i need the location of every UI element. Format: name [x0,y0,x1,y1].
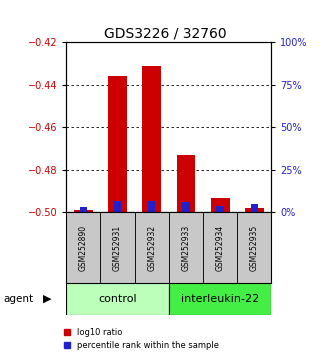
Bar [66,212,100,283]
Bar [100,212,135,283]
Bar [169,212,203,283]
Text: interleukin-22: interleukin-22 [181,294,259,304]
Text: agent: agent [3,294,33,304]
Text: GDS3226 / 32760: GDS3226 / 32760 [104,27,227,41]
Bar [237,212,271,283]
Text: GSM252890: GSM252890 [79,225,88,271]
Text: GSM252934: GSM252934 [215,225,225,271]
Legend: log10 ratio, percentile rank within the sample: log10 ratio, percentile rank within the … [64,328,219,350]
Bar [203,212,237,283]
Text: control: control [98,294,137,304]
Text: ▶: ▶ [43,294,51,304]
Bar [245,208,264,212]
Bar [182,202,190,212]
Bar [148,200,156,212]
Bar [142,66,161,212]
Bar [176,155,195,212]
Bar [251,204,258,212]
Text: GSM252932: GSM252932 [147,225,156,271]
Text: GSM252935: GSM252935 [250,225,259,271]
Bar [216,206,224,212]
Bar [79,207,87,212]
Text: GSM252931: GSM252931 [113,225,122,271]
Bar [114,200,121,212]
Bar [66,283,169,315]
Text: GSM252933: GSM252933 [181,225,190,271]
Bar [74,210,93,212]
Bar [108,76,127,212]
Bar [211,198,229,212]
Bar [169,283,271,315]
Bar [135,212,169,283]
